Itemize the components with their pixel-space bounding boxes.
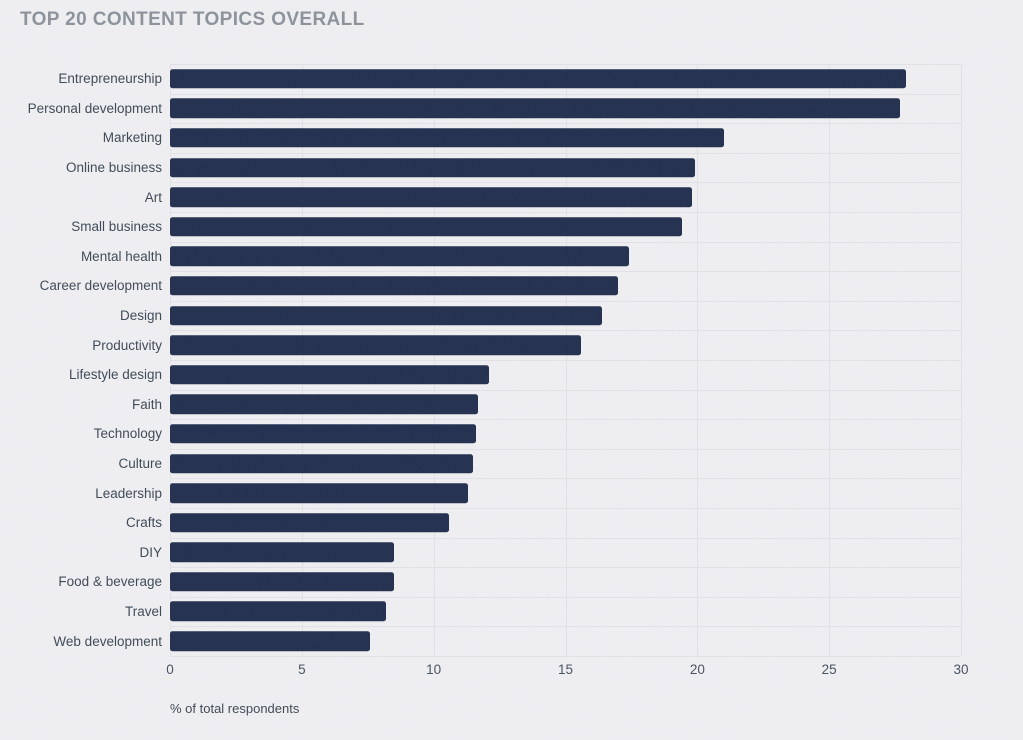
bar-track: [170, 212, 961, 242]
bar: [170, 572, 395, 592]
chart-row: Productivity: [0, 330, 961, 360]
chart-title: TOP 20 CONTENT TOPICS OVERALL: [20, 9, 365, 30]
bar: [170, 187, 693, 207]
chart-row: Lifestyle design: [0, 360, 961, 390]
category-label: Crafts: [125, 515, 162, 531]
bar: [170, 601, 387, 622]
bar: [170, 157, 695, 178]
gridline-row-boundary: [170, 656, 961, 657]
category-label: Personal development: [27, 100, 162, 116]
chart-row: Marketing: [0, 123, 961, 153]
category-label: Design: [119, 308, 162, 324]
chart-row: Mental health: [0, 242, 961, 272]
bar-track: [170, 626, 961, 656]
bar-track: [170, 242, 961, 272]
chart-row: Career development: [0, 271, 961, 301]
chart-row: Small business: [0, 212, 961, 242]
bar: [170, 483, 468, 503]
category-label: Entrepreneurship: [58, 71, 162, 87]
bar-track: [170, 538, 961, 568]
chart-row: Food & beverage: [0, 567, 961, 597]
bar: [170, 217, 682, 237]
x-axis-title: % of total respondents: [170, 701, 300, 716]
bar: [170, 335, 582, 355]
chart-row: Online business: [0, 153, 961, 183]
bar: [170, 631, 371, 651]
x-tick-label: 10: [426, 662, 442, 677]
bar: [170, 98, 901, 119]
bar-track: [170, 478, 961, 508]
chart-row: DIY: [0, 538, 961, 568]
bar: [170, 128, 724, 148]
category-label: Faith: [131, 396, 162, 412]
category-label: Productivity: [92, 337, 162, 353]
bar-track: [170, 94, 961, 124]
category-label: Food & beverage: [58, 574, 162, 590]
category-label: Small business: [71, 219, 162, 235]
bar-chart: Entrepreneurship Personal development Mark…: [0, 64, 1023, 740]
bar-rows: Entrepreneurship Personal development Mark…: [0, 64, 961, 656]
bar-track: [170, 508, 961, 538]
category-label: Mental health: [80, 248, 162, 264]
bar-track: [170, 123, 961, 153]
x-tick-label: 15: [557, 662, 574, 677]
bar-track: [170, 419, 961, 449]
chart-row: Crafts: [0, 508, 961, 538]
bar: [170, 453, 474, 474]
gridline-x-30: [961, 64, 962, 656]
x-tick-label: 5: [298, 662, 306, 677]
chart-row: Travel: [0, 597, 961, 627]
bar-track: [170, 360, 961, 390]
bar: [170, 424, 476, 444]
category-label: Web development: [53, 633, 162, 649]
bar-track: [170, 64, 961, 94]
category-label: Marketing: [102, 130, 162, 146]
chart-row: Art: [0, 182, 961, 212]
category-label: Leadership: [95, 485, 162, 501]
x-tick-label: 0: [166, 662, 174, 677]
bar-track: [170, 567, 961, 597]
bar: [170, 69, 906, 89]
chart-row: Web development: [0, 626, 961, 656]
bar-track: [170, 597, 961, 627]
x-tick-label: 30: [953, 662, 969, 677]
chart-row: Personal development: [0, 94, 961, 124]
category-label: Online business: [65, 160, 162, 176]
category-label: Lifestyle design: [68, 367, 162, 383]
chart-row: Leadership: [0, 478, 961, 508]
bar: [170, 512, 450, 533]
chart-row: Technology: [0, 419, 961, 449]
bar: [170, 246, 629, 267]
category-label: Culture: [118, 456, 162, 472]
bar-track: [170, 271, 961, 301]
x-tick-label: 20: [689, 662, 705, 677]
bar-track: [170, 182, 961, 212]
category-label: Art: [144, 189, 162, 205]
bar-track: [170, 153, 961, 183]
x-axis: 0 5 10 15 20 25 30: [166, 662, 968, 682]
chart-row: Faith: [0, 390, 961, 420]
chart-row: Culture: [0, 449, 961, 479]
chart-row: Entrepreneurship: [0, 64, 961, 94]
category-label: Travel: [124, 603, 162, 619]
bar-track: [170, 301, 961, 331]
bar: [170, 276, 619, 296]
category-label: Technology: [93, 426, 162, 442]
category-label: Career development: [39, 278, 162, 294]
bar-track: [170, 330, 961, 360]
bar-track: [170, 390, 961, 420]
x-tick-label: 25: [821, 662, 837, 677]
category-label: DIY: [139, 544, 162, 560]
bar: [170, 305, 603, 326]
bar: [170, 542, 395, 563]
bar: [170, 364, 490, 385]
chart-row: Design: [0, 301, 961, 331]
bar: [170, 394, 479, 415]
bar-track: [170, 449, 961, 479]
